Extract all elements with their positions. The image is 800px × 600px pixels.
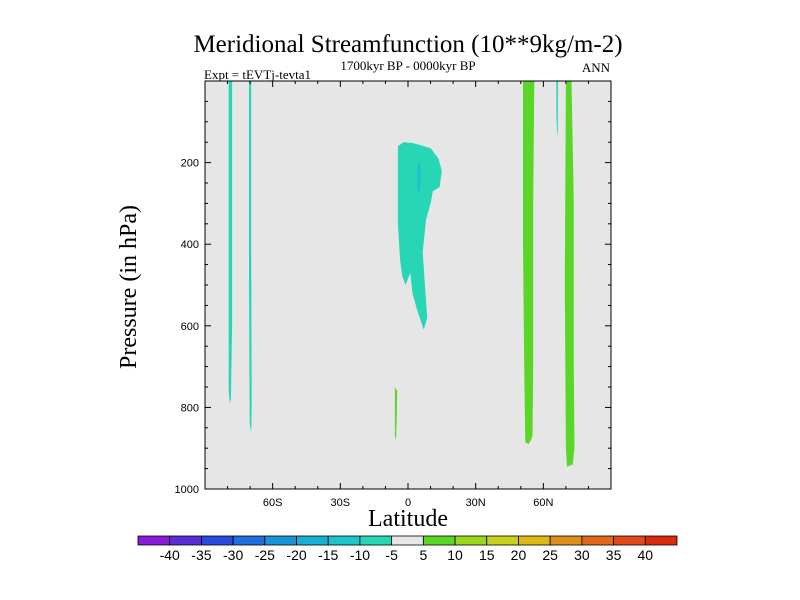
colorbar-swatch <box>169 535 202 546</box>
colorbar-swatch <box>201 535 234 546</box>
colorbar-swatch <box>327 535 361 546</box>
x-tick-label: 0 <box>405 497 411 509</box>
colorbar-swatch <box>359 535 393 546</box>
contour-region-neg-tropical-core <box>417 162 422 196</box>
colorbar-label: 10 <box>447 547 463 563</box>
y-tick-label: 600 <box>181 321 199 333</box>
left-label: Expt = tEVTj-tevta1 <box>204 67 311 82</box>
colorbar-label: 30 <box>574 547 590 563</box>
y-tick-label: 800 <box>181 402 199 414</box>
axis-ticks: 60S 30S 0 30N 60N 200 400 600 800 1000 <box>175 81 611 509</box>
colorbar-swatch <box>486 535 519 546</box>
colorbar-swatch <box>549 535 583 546</box>
colorbar-swatch <box>391 535 424 546</box>
y-tick-label: 200 <box>181 158 199 170</box>
colorbar-swatch <box>581 535 614 546</box>
colorbar-label: 20 <box>511 547 527 563</box>
colorbar-swatch <box>264 535 297 546</box>
colorbar-label: -15 <box>318 547 338 563</box>
contour-region-neg-sh-polar-2 <box>249 81 252 432</box>
colorbar-label: -30 <box>223 547 243 563</box>
x-axis-label: Latitude <box>368 506 448 532</box>
colorbar-swatch <box>422 535 456 546</box>
colorbar-label: -10 <box>350 547 370 563</box>
colorbar-label: -35 <box>191 547 211 563</box>
contour-region-pos-np-2 <box>564 81 575 467</box>
colorbar-swatch <box>613 535 646 546</box>
colorbar-label: 15 <box>479 547 495 563</box>
colorbar-label: 5 <box>419 547 427 563</box>
colorbar-swatch <box>232 535 266 546</box>
contour-regions <box>228 81 575 467</box>
colorbar-swatch <box>644 535 678 546</box>
colorbar-swatch <box>296 535 329 546</box>
x-tick-label: 60N <box>533 497 553 509</box>
contour-region-pos-np-1 <box>523 81 535 445</box>
colorbar-label: 40 <box>638 547 654 563</box>
colorbar-swatch <box>454 535 488 546</box>
colorbar-swatch <box>518 535 551 546</box>
y-tick-label: 1000 <box>175 484 199 496</box>
contour-region-neg-np-thin <box>556 81 558 137</box>
colorbar-label: -20 <box>286 547 306 563</box>
colorbar-label: 25 <box>542 547 558 563</box>
colorbar-label: -40 <box>160 547 180 563</box>
y-tick-label: 400 <box>181 239 199 251</box>
colorbar-label: 35 <box>606 547 622 563</box>
x-tick-label: 30N <box>466 497 486 509</box>
contour-region-neg-tropical-upper <box>397 142 442 330</box>
contour-region-neg-sh-polar-1 <box>228 81 233 404</box>
colorbar-swatch <box>137 535 171 546</box>
contour-region-pos-tropical-low <box>394 387 398 440</box>
y-axis-label: Pressure (in hPa) <box>116 205 142 369</box>
x-tick-label: 30S <box>331 497 351 509</box>
right-label: ANN <box>582 60 611 75</box>
colorbar: -40 -35 -30 -25 -20 -15 -10 -5 5 10 15 20 25 30 35 40 <box>137 535 678 563</box>
x-tick-label: 60S <box>263 497 283 509</box>
center-label: 1700kyr BP - 0000kyr BP <box>340 58 475 73</box>
colorbar-label: -25 <box>255 547 275 563</box>
colorbar-label: -5 <box>385 547 398 563</box>
plot-area <box>205 81 611 489</box>
chart-title: Meridional Streamfunction (10**9kg/m-2) <box>193 31 622 58</box>
